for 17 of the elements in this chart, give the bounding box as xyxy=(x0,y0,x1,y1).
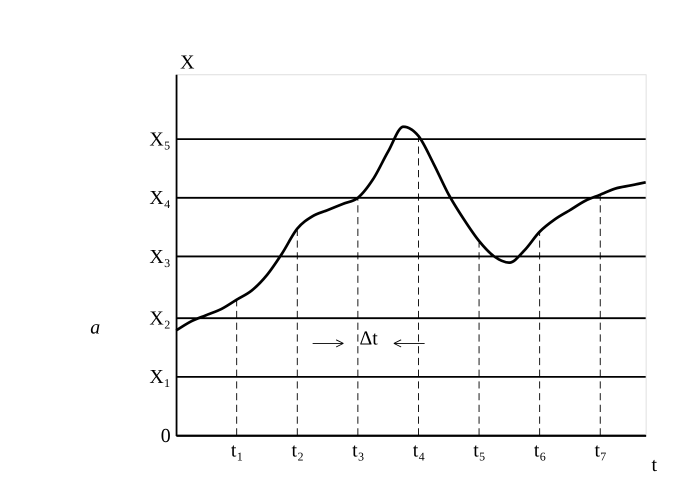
x-tick-label: t₃ xyxy=(352,440,365,462)
x-tick-label: t₁ xyxy=(230,440,244,462)
text: a xyxy=(90,316,100,338)
ref-line-label: X₂ xyxy=(149,308,171,330)
x-tick-label: t₆ xyxy=(534,440,546,462)
x-tick-label: t₂ xyxy=(292,440,304,462)
ref-line-label: X₃ xyxy=(149,246,171,268)
ref-line-label: X₅ xyxy=(149,128,171,150)
x-tick-label: t₇ xyxy=(594,440,607,462)
ref-line-label: X₄ xyxy=(149,187,171,210)
x-axis-title: t xyxy=(652,454,658,476)
ref-line-label: X₁ xyxy=(149,366,171,388)
x-tick-label: t₄ xyxy=(412,440,426,462)
ref-line-label: 0 xyxy=(160,424,171,447)
annotation: Δt xyxy=(359,327,378,350)
x-tick-label: t₅ xyxy=(473,440,486,462)
y-axis-title: X xyxy=(180,51,195,74)
